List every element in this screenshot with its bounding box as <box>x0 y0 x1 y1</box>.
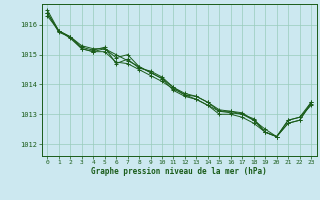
X-axis label: Graphe pression niveau de la mer (hPa): Graphe pression niveau de la mer (hPa) <box>91 167 267 176</box>
